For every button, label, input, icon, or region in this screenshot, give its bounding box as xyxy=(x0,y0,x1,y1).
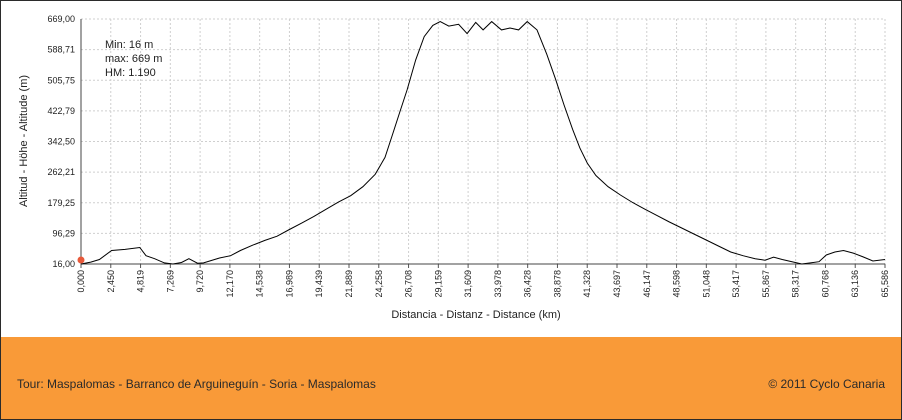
x-tick-label: 43,697 xyxy=(612,270,622,298)
x-tick-labels: 0,000 2,450 4,819 7,269 9,720 12,170 14,538 16,… xyxy=(76,270,890,298)
x-tick-label: 58,317 xyxy=(791,270,801,298)
x-tick-label: 9,720 xyxy=(195,270,205,293)
x-tick-label: 33,978 xyxy=(493,270,503,298)
y-tick-labels: 16,00 96,29 179,25 262,21 342,50 422,79 505,75… xyxy=(47,14,75,269)
elevation-profile-line xyxy=(80,20,886,265)
y-tick-label: 262,21 xyxy=(47,167,75,177)
copyright: © 2011 Cyclo Canaria xyxy=(768,377,885,391)
y-tick-label: 422,79 xyxy=(47,106,75,116)
elevation-chart: 16,00 96,29 179,25 262,21 342,50 422,79 505,75… xyxy=(18,14,890,321)
x-axis-title: Distancia - Distanz - Distance (km) xyxy=(391,309,560,321)
x-tick-label: 24,258 xyxy=(374,270,384,298)
x-tick-label: 55,867 xyxy=(761,270,771,298)
y-axis-title: Altitud - Höhe - Altitude (m) xyxy=(18,75,30,207)
x-tick-label: 21,889 xyxy=(344,270,354,298)
x-tick-label: 38,878 xyxy=(552,270,562,298)
x-tick-label: 7,269 xyxy=(165,270,175,293)
y-tick-label: 588,71 xyxy=(47,45,75,55)
x-tick-label: 16,989 xyxy=(284,270,294,298)
stat-max: max: 669 m xyxy=(105,53,162,65)
x-tick-label: 29,159 xyxy=(433,270,443,298)
y-tick-label: 16,00 xyxy=(52,259,75,269)
y-tick-label: 96,29 xyxy=(52,228,75,238)
x-tick-label: 14,538 xyxy=(255,270,265,298)
x-tick-label: 36,428 xyxy=(523,270,533,298)
chart-area: 16,00 96,29 179,25 262,21 342,50 422,79 505,75… xyxy=(1,1,901,337)
x-tick-label: 0,000 xyxy=(76,270,86,293)
x-tick-label: 4,819 xyxy=(136,270,146,293)
x-tick-label: 26,708 xyxy=(404,270,414,298)
x-tick-label: 60,768 xyxy=(820,270,830,298)
x-tick-label: 41,328 xyxy=(582,270,592,298)
tour-name: Tour: Maspalomas - Barranco de Arguinegu… xyxy=(17,377,376,391)
x-tick-label: 12,170 xyxy=(225,270,235,298)
y-tick-label: 505,75 xyxy=(47,75,75,85)
x-tick-label: 63,136 xyxy=(850,270,860,298)
footer-bar: Tour: Maspalomas - Barranco de Arguinegu… xyxy=(1,337,901,419)
grid-layer xyxy=(80,18,886,268)
y-tick-label: 342,50 xyxy=(47,137,75,147)
start-marker xyxy=(77,256,85,264)
stat-hm: HM: 1.190 xyxy=(105,67,156,79)
stat-min: Min: 16 m xyxy=(105,39,153,51)
x-tick-label: 2,450 xyxy=(106,270,116,293)
x-tick-label: 65,586 xyxy=(880,270,890,298)
x-tick-label: 48,598 xyxy=(672,270,682,298)
x-tick-label: 31,609 xyxy=(463,270,473,298)
y-tick-label: 179,25 xyxy=(47,198,75,208)
x-tick-label: 46,147 xyxy=(642,270,652,298)
x-tick-label: 51,048 xyxy=(701,270,711,298)
x-tick-label: 53,417 xyxy=(731,270,741,298)
x-tick-label: 19,439 xyxy=(314,270,324,298)
y-tick-label: 669,00 xyxy=(47,14,75,24)
